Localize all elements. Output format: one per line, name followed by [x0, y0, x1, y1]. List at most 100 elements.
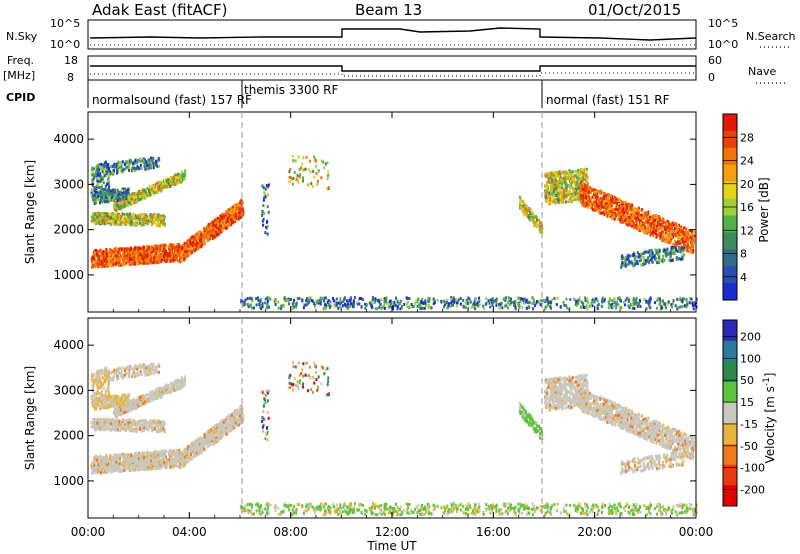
power-cell — [529, 208, 532, 212]
power-cell — [219, 219, 222, 223]
power-cell — [685, 227, 688, 231]
power-cell — [549, 185, 552, 188]
power-cell — [430, 306, 433, 310]
power-cell — [97, 257, 100, 261]
power-cell — [635, 208, 638, 211]
power-cell — [144, 259, 147, 263]
power-cell — [591, 189, 594, 192]
power-cell — [198, 245, 201, 249]
power-cell — [211, 234, 214, 238]
power-cell — [148, 194, 150, 198]
power-cell — [489, 305, 492, 309]
power-cell — [169, 259, 172, 263]
power-cell — [626, 212, 629, 216]
power-cell — [637, 225, 640, 229]
power-cell — [165, 259, 168, 263]
power-cell — [116, 259, 119, 263]
power-cell — [632, 264, 635, 268]
power-cell — [585, 196, 588, 200]
power-cell — [246, 297, 249, 301]
power-cell — [594, 208, 597, 212]
power-cell — [518, 306, 521, 310]
power-cell — [189, 243, 192, 247]
power-cell — [175, 176, 177, 180]
power-cell — [549, 190, 552, 194]
power-cell — [662, 220, 665, 224]
power-cell — [98, 213, 101, 217]
power-cell — [681, 237, 684, 241]
power-cell — [648, 218, 651, 222]
power-cell — [102, 254, 105, 258]
power-cell — [597, 209, 600, 213]
power-cell — [651, 231, 654, 235]
power-cell — [231, 205, 234, 209]
power-cell — [264, 297, 267, 301]
power-cell — [628, 259, 631, 263]
power-cell — [113, 221, 116, 225]
power-cell — [99, 186, 102, 190]
power-cell — [130, 197, 133, 201]
power-cell — [574, 192, 577, 196]
power-cell — [678, 227, 681, 231]
power-cell — [127, 194, 130, 198]
power-cell — [548, 191, 550, 195]
power-cell — [130, 194, 133, 198]
power-cell — [152, 249, 155, 253]
power-cell — [190, 246, 192, 250]
power-cell — [644, 214, 647, 218]
power-cell — [115, 251, 118, 255]
power-cell — [215, 230, 218, 234]
power-cell — [234, 204, 237, 208]
power-cell — [117, 212, 120, 216]
power-cell — [506, 306, 509, 310]
power-cell — [553, 179, 556, 183]
power-cell — [152, 213, 155, 217]
power-cell — [551, 192, 553, 196]
power-cell — [129, 202, 132, 206]
power-cell — [152, 192, 155, 196]
power-cell — [121, 214, 124, 218]
power-cell — [581, 203, 584, 207]
power-cell — [107, 193, 110, 197]
radar-title: Adak East (fitACF) — [92, 1, 227, 19]
power-cell — [600, 211, 603, 215]
power-cell — [681, 251, 683, 255]
power-cell — [178, 174, 181, 178]
power-cell — [98, 174, 101, 178]
power-cell — [568, 200, 571, 204]
nsky-panel: N.Sky 10^5 10^0 10^5 10^0 N.Search — [6, 17, 796, 51]
power-cell — [681, 240, 684, 244]
power-cell — [576, 182, 579, 186]
power-cell — [96, 183, 99, 187]
power-cell — [119, 255, 122, 258]
power-cell — [114, 191, 117, 195]
power-cell — [642, 215, 645, 219]
power-cell — [142, 261, 145, 265]
power-cell — [137, 262, 140, 266]
power-cell — [99, 248, 102, 252]
power-cell — [127, 248, 130, 251]
power-cell — [96, 165, 99, 169]
power-cell — [105, 196, 108, 200]
power-cell — [532, 215, 535, 219]
power-cell — [445, 301, 448, 305]
power-cell — [548, 200, 551, 204]
power-cell — [642, 263, 645, 267]
power-cell — [531, 296, 534, 300]
power-cell — [202, 237, 205, 241]
power-cell — [119, 215, 122, 219]
power-cell — [591, 208, 594, 211]
power-cell — [112, 260, 114, 264]
power-cell — [104, 160, 107, 164]
power-cell — [674, 245, 677, 249]
power-cell — [618, 207, 621, 211]
power-cell — [216, 220, 219, 223]
power-cell — [189, 238, 192, 242]
power-cell — [94, 193, 96, 197]
power-cell — [157, 219, 159, 223]
power-cell — [653, 230, 656, 234]
power-cell — [188, 250, 191, 254]
power-cell — [112, 215, 115, 219]
power-cell — [602, 211, 605, 215]
power-cell — [178, 242, 181, 246]
